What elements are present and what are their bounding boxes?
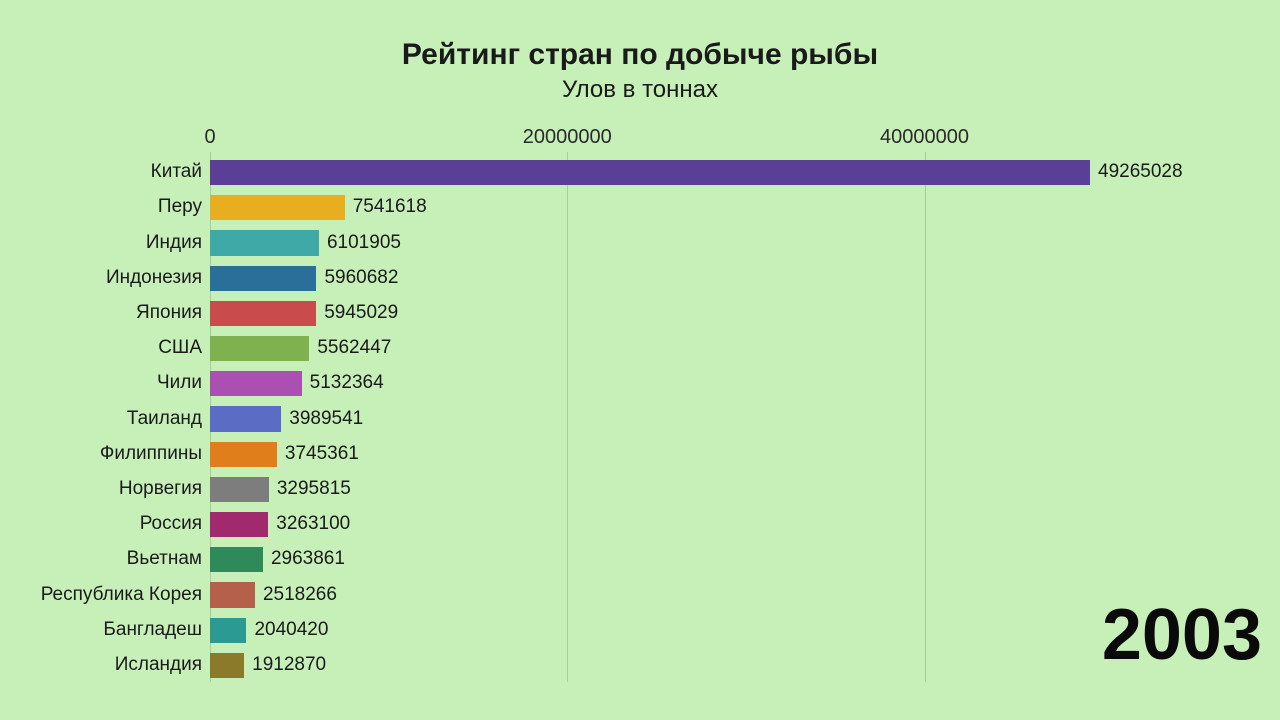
category-label: Китай [0,161,202,183]
bar [210,547,263,572]
category-label: Вьетнам [0,548,202,570]
gridline [567,152,568,682]
bar [210,618,246,643]
bar [210,512,268,537]
category-label: Россия [0,513,202,535]
value-label: 5132364 [310,372,384,394]
category-label: Таиланд [0,408,202,430]
value-label: 6101905 [327,232,401,254]
category-label: Филиппины [0,443,202,465]
value-label: 3263100 [276,513,350,535]
value-label: 49265028 [1098,161,1183,183]
bar [210,230,319,255]
category-label: Индия [0,232,202,254]
bar [210,653,244,678]
category-label: Перу [0,196,202,218]
chart-subtitle: Улов в тоннах [0,76,1280,104]
category-label: США [0,337,202,359]
category-label: Чили [0,372,202,394]
chart-title: Рейтинг стран по добыче рыбы [0,38,1280,72]
value-label: 2040420 [254,619,328,641]
value-label: 2963861 [271,548,345,570]
bar [210,266,316,291]
category-label: Норвегия [0,478,202,500]
value-label: 5562447 [317,337,391,359]
category-label: Индонезия [0,267,202,289]
chart-stage: Рейтинг стран по добыче рыбы Улов в тонна… [0,0,1280,720]
category-label: Исландия [0,654,202,676]
value-label: 3745361 [285,443,359,465]
bar [210,160,1090,185]
year-label: 2003 [1102,594,1262,676]
bar [210,336,309,361]
value-label: 5945029 [324,302,398,324]
value-label: 3989541 [289,408,363,430]
x-axis-tick: 0 [204,126,215,149]
bar [210,582,255,607]
bar [210,195,345,220]
category-label: Бангладеш [0,619,202,641]
bar [210,371,302,396]
bar [210,406,281,431]
x-axis-tick: 40000000 [880,126,969,149]
value-label: 7541618 [353,196,427,218]
x-axis-tick: 20000000 [523,126,612,149]
value-label: 5960682 [324,267,398,289]
category-label: Республика Корея [0,584,202,606]
bar [210,301,316,326]
bar [210,442,277,467]
value-label: 2518266 [263,584,337,606]
value-label: 3295815 [277,478,351,500]
category-label: Япония [0,302,202,324]
value-label: 1912870 [252,654,326,676]
bar [210,477,269,502]
gridline [925,152,926,682]
